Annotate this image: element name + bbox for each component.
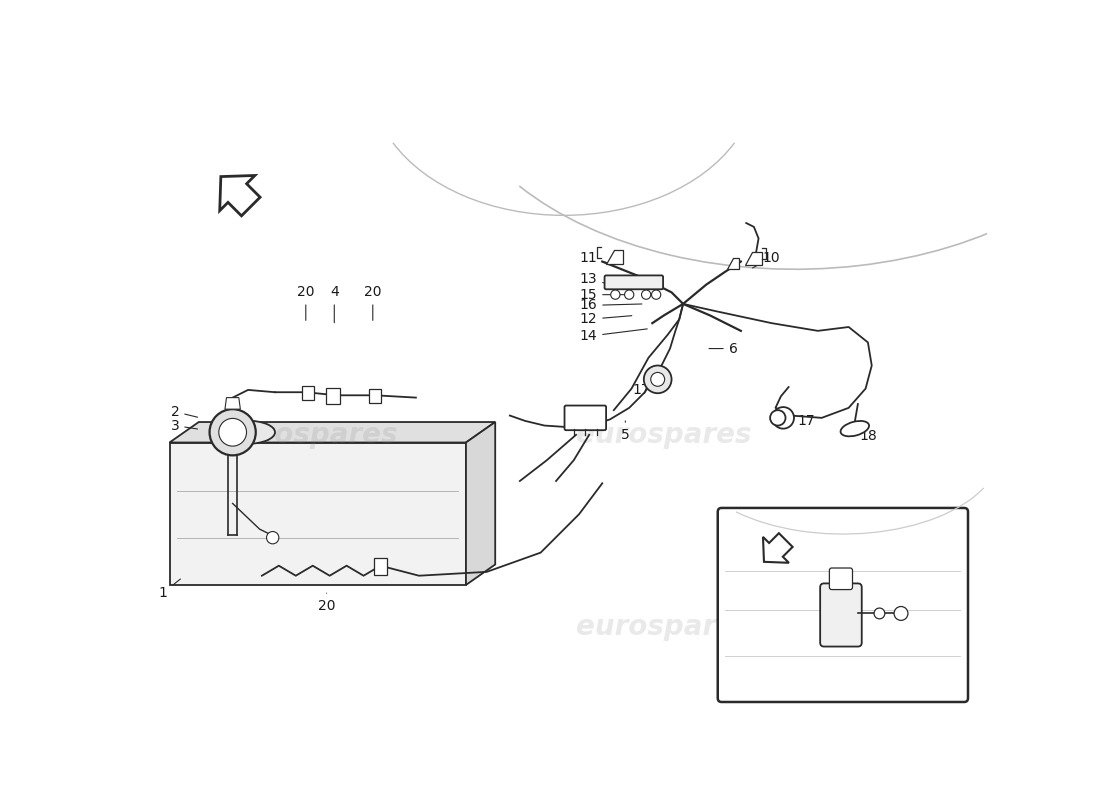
Text: 19: 19 xyxy=(569,414,589,433)
FancyBboxPatch shape xyxy=(564,406,606,430)
Circle shape xyxy=(625,290,634,299)
Text: eurospares: eurospares xyxy=(222,421,397,449)
Text: 20: 20 xyxy=(364,286,382,320)
Circle shape xyxy=(894,606,908,620)
FancyBboxPatch shape xyxy=(717,508,968,702)
Text: eurospares: eurospares xyxy=(576,614,751,642)
Circle shape xyxy=(770,410,785,426)
Text: 15: 15 xyxy=(580,288,631,302)
Text: 20: 20 xyxy=(318,593,336,613)
Circle shape xyxy=(772,407,794,429)
Circle shape xyxy=(874,608,884,619)
Text: 13: 13 xyxy=(580,272,608,286)
Circle shape xyxy=(641,290,651,299)
Text: 12: 12 xyxy=(580,312,631,326)
Text: 2: 2 xyxy=(170,405,198,418)
FancyBboxPatch shape xyxy=(829,568,852,590)
Text: 17: 17 xyxy=(782,414,815,428)
Polygon shape xyxy=(169,442,466,585)
Polygon shape xyxy=(606,250,623,264)
Text: 8: 8 xyxy=(872,629,893,643)
Circle shape xyxy=(219,418,246,446)
Ellipse shape xyxy=(840,421,869,436)
Text: 10: 10 xyxy=(752,250,781,268)
Bar xyxy=(326,388,340,404)
Polygon shape xyxy=(763,533,793,563)
Text: 7: 7 xyxy=(806,607,825,625)
Circle shape xyxy=(266,531,279,544)
Text: 1: 1 xyxy=(158,579,180,600)
Polygon shape xyxy=(745,251,761,266)
Text: 9: 9 xyxy=(821,629,840,643)
Polygon shape xyxy=(224,398,241,409)
Bar xyxy=(301,386,315,400)
Bar xyxy=(368,389,382,403)
Bar xyxy=(374,558,387,575)
Polygon shape xyxy=(220,175,260,216)
Text: 3: 3 xyxy=(170,418,198,433)
Polygon shape xyxy=(727,258,739,270)
Circle shape xyxy=(610,290,620,299)
Text: 20: 20 xyxy=(297,286,315,320)
FancyBboxPatch shape xyxy=(605,275,663,290)
Text: 16: 16 xyxy=(580,298,641,313)
Text: 6: 6 xyxy=(710,342,738,355)
Polygon shape xyxy=(169,422,495,442)
Text: 5: 5 xyxy=(621,421,629,442)
FancyBboxPatch shape xyxy=(821,583,861,646)
Text: 18: 18 xyxy=(851,430,877,443)
Circle shape xyxy=(651,373,664,386)
Text: 11: 11 xyxy=(580,250,608,265)
Polygon shape xyxy=(466,422,495,585)
Text: 17: 17 xyxy=(631,381,656,397)
Ellipse shape xyxy=(220,421,275,444)
Circle shape xyxy=(651,290,661,299)
Text: eurospares: eurospares xyxy=(576,421,751,449)
Text: 14: 14 xyxy=(580,329,647,343)
Circle shape xyxy=(644,366,671,394)
Text: 4: 4 xyxy=(330,286,339,322)
Circle shape xyxy=(209,409,255,455)
